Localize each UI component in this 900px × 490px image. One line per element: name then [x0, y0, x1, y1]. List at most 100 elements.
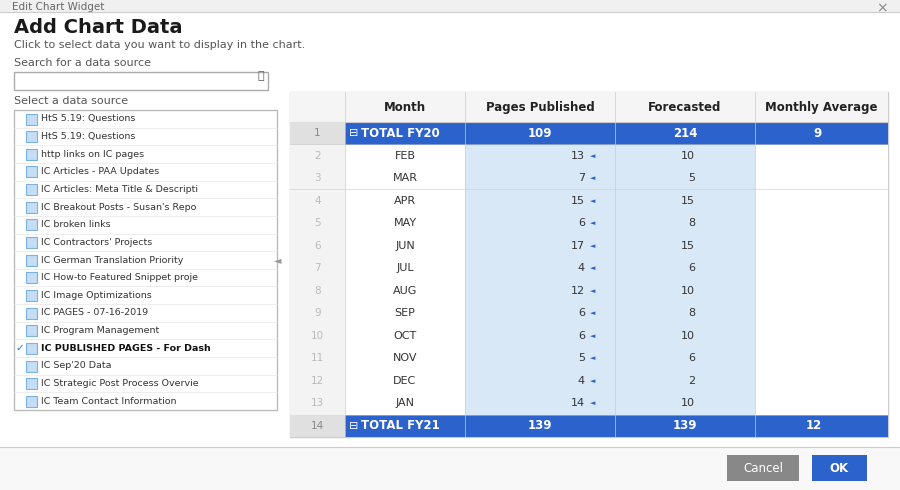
Bar	[345, 257, 465, 279]
Text: 🔍: 🔍	[257, 71, 265, 81]
Text: Click to select data you want to display in the chart.: Click to select data you want to display…	[14, 40, 305, 50]
Text: 15: 15	[681, 241, 695, 251]
Text: 1: 1	[314, 128, 320, 138]
Text: 4: 4	[578, 263, 585, 273]
Bar	[290, 167, 345, 190]
Text: ◄: ◄	[590, 265, 596, 271]
Text: 14: 14	[310, 421, 324, 431]
Bar	[290, 235, 345, 257]
Text: ◄: ◄	[590, 355, 596, 361]
Bar	[755, 257, 888, 279]
Bar	[465, 190, 615, 212]
Bar	[465, 302, 615, 324]
Bar	[345, 167, 465, 190]
Text: SEP: SEP	[394, 308, 416, 318]
Bar	[615, 369, 755, 392]
Text: HtS 5.19: Questions: HtS 5.19: Questions	[41, 114, 135, 123]
Bar	[345, 324, 465, 347]
Bar	[615, 347, 755, 369]
Bar	[290, 190, 888, 212]
Text: 5: 5	[314, 218, 320, 228]
Text: TOTAL FY21: TOTAL FY21	[361, 419, 439, 432]
Text: OK: OK	[830, 462, 849, 474]
Bar	[615, 235, 755, 257]
Text: 6: 6	[578, 308, 585, 318]
Text: ◄: ◄	[590, 220, 596, 226]
Text: ◄: ◄	[274, 255, 282, 265]
Text: 10: 10	[681, 151, 695, 161]
Text: 6: 6	[578, 331, 585, 341]
Bar	[615, 212, 755, 235]
Bar	[290, 235, 888, 257]
Bar	[465, 392, 615, 415]
Text: Pages Published: Pages Published	[486, 100, 594, 114]
Text: IC Strategic Post Process Overvie: IC Strategic Post Process Overvie	[41, 379, 199, 388]
Bar	[14, 110, 277, 410]
Bar	[465, 235, 615, 257]
Bar	[465, 369, 615, 392]
Text: 2: 2	[314, 151, 320, 161]
Text: 12: 12	[806, 419, 822, 432]
Text: IC Program Management: IC Program Management	[41, 326, 159, 335]
Bar	[755, 212, 888, 235]
Bar	[615, 145, 755, 167]
Bar	[290, 145, 345, 167]
Text: 17: 17	[571, 241, 585, 251]
Text: IC Breakout Posts - Susan's Repo: IC Breakout Posts - Susan's Repo	[41, 202, 196, 212]
Text: IC German Translation Priority: IC German Translation Priority	[41, 255, 184, 265]
Text: 8: 8	[314, 286, 320, 296]
Text: IC Sep'20 Data: IC Sep'20 Data	[41, 362, 112, 370]
Bar	[465, 167, 615, 190]
Bar	[290, 145, 888, 167]
Bar	[755, 190, 888, 212]
Text: FEB: FEB	[394, 151, 416, 161]
Text: 6: 6	[688, 263, 695, 273]
Text: 7: 7	[578, 173, 585, 183]
Bar	[14, 72, 268, 90]
Text: 10: 10	[310, 331, 324, 341]
Bar	[290, 257, 345, 279]
Text: 6: 6	[314, 241, 320, 251]
Bar	[345, 347, 465, 369]
Bar	[26, 114, 37, 124]
Text: 8: 8	[688, 308, 695, 318]
Text: ◄: ◄	[590, 288, 596, 294]
Bar	[615, 302, 755, 324]
Bar	[755, 302, 888, 324]
Text: AUG: AUG	[392, 286, 418, 296]
Bar	[26, 131, 37, 142]
Bar	[26, 272, 37, 283]
Bar	[290, 190, 345, 212]
Text: JAN: JAN	[395, 398, 415, 408]
Text: 5: 5	[688, 173, 695, 183]
Bar	[26, 167, 37, 177]
Text: 9: 9	[814, 127, 822, 140]
Bar	[345, 279, 465, 302]
Text: 6: 6	[578, 218, 585, 228]
Text: Select a data source: Select a data source	[14, 96, 128, 106]
Text: Monthly Average: Monthly Average	[765, 100, 878, 114]
Bar	[615, 167, 755, 190]
Text: IC PUBLISHED PAGES - For Dash: IC PUBLISHED PAGES - For Dash	[41, 344, 211, 353]
Text: ◄: ◄	[590, 400, 596, 406]
Bar	[345, 145, 465, 167]
Bar	[465, 279, 615, 302]
Bar	[290, 212, 345, 235]
Text: ◄: ◄	[590, 198, 596, 204]
Text: 9: 9	[314, 308, 320, 318]
Text: JUL: JUL	[396, 263, 414, 273]
Text: IC How-to Featured Snippet proje: IC How-to Featured Snippet proje	[41, 273, 198, 282]
Bar	[26, 202, 37, 213]
Text: 15: 15	[681, 196, 695, 206]
Bar	[755, 279, 888, 302]
Bar	[290, 92, 888, 122]
Bar	[26, 184, 37, 195]
Text: IC Contractors' Projects: IC Contractors' Projects	[41, 238, 152, 247]
Bar	[26, 149, 37, 160]
Bar	[345, 190, 465, 212]
Bar	[345, 392, 465, 415]
Text: 12: 12	[571, 286, 585, 296]
Text: 13: 13	[571, 151, 585, 161]
Bar	[290, 347, 345, 369]
Text: 4: 4	[314, 196, 320, 206]
